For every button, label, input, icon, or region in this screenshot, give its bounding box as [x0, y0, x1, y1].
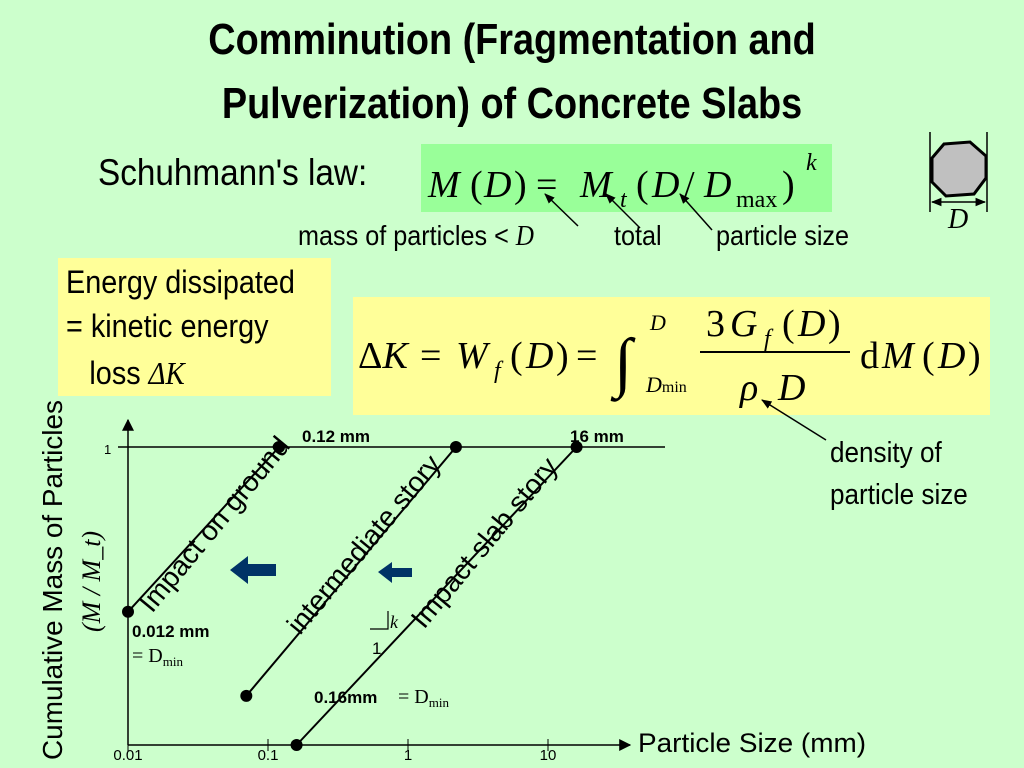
svg-text:D: D	[777, 367, 805, 409]
svg-text:): )	[514, 164, 527, 206]
svg-text:): )	[828, 303, 841, 345]
y-axis-title-ratio: (M / M_t)	[77, 531, 106, 632]
series-point-1-0	[240, 689, 253, 702]
slope-1-label: 1	[372, 639, 381, 658]
density-label: density of particle size	[830, 432, 968, 516]
svg-text:G: G	[730, 303, 757, 345]
svg-text:M: M	[881, 335, 916, 377]
annotation-dmin-2: = Dmin	[398, 686, 449, 710]
cumulative-mass-chart	[118, 418, 665, 751]
svg-text:ΔK: ΔK	[358, 335, 409, 377]
energy-line-1: Energy dissipated	[66, 264, 295, 300]
annotation-0-12mm: 0.12 mm	[302, 427, 370, 446]
svg-text:f: f	[764, 326, 774, 352]
series-point-2-0	[290, 739, 303, 751]
mass-label: mass of particles < D	[298, 220, 534, 252]
particle-size-label: particle size	[716, 220, 850, 251]
y-axis-title: Cumulative Mass of Particles	[37, 400, 68, 760]
svg-text:D: D	[651, 164, 679, 206]
title-line-1: Comminution (Fragmentation and	[208, 15, 816, 64]
svg-text:D: D	[703, 164, 731, 206]
svg-text:Dmin: Dmin	[645, 372, 687, 397]
svg-text:W: W	[456, 335, 491, 377]
law-formula: M ( D ) = M t ( D / D max ) k	[427, 150, 817, 213]
series-line-1	[245, 446, 457, 697]
svg-text:D: D	[937, 335, 965, 377]
y-tick-label-1: 1	[104, 442, 111, 457]
x-axis-title: Particle Size (mm)	[638, 728, 866, 758]
annotation-16mm: 16 mm	[570, 427, 624, 446]
svg-text:M: M	[579, 164, 614, 206]
annotation-dmin-1: = Dmin	[132, 645, 183, 669]
series-point-0-0	[122, 605, 134, 618]
svg-text:(: (	[922, 335, 935, 377]
x-tick-label-10: 10	[540, 747, 557, 764]
energy-line-3: loss ΔK	[89, 355, 185, 391]
energy-box	[58, 258, 331, 396]
energy-formula: ΔK = W f ( D ) = ∫ D Dmin 3 G f ( D ) ρ …	[358, 303, 981, 409]
series-point-2-1	[570, 441, 583, 453]
svg-text:D: D	[797, 303, 825, 345]
shift-left-arrow-large	[230, 556, 276, 584]
series-line-0	[127, 446, 280, 613]
svg-text:=: =	[536, 164, 557, 206]
x-tick-label-1: 1	[404, 747, 412, 764]
svg-text:M: M	[427, 164, 462, 206]
total-arrow	[605, 193, 641, 229]
svg-text:(: (	[782, 303, 795, 345]
series-label-impact-ground: Impact on ground	[133, 430, 296, 617]
mass-arrow	[544, 193, 579, 227]
slope-k-label: k	[390, 612, 399, 632]
density-arrow	[761, 399, 827, 441]
x-tick-label-0.1: 0.1	[258, 747, 279, 764]
series-line-2	[295, 446, 578, 746]
svg-text:/: /	[684, 164, 695, 206]
svg-text:=: =	[576, 335, 597, 377]
law-label: Schuhmann's law:	[98, 152, 368, 193]
svg-text:k: k	[806, 150, 817, 176]
energy-text: Energy dissipated = kinetic energy loss …	[66, 260, 320, 398]
svg-text:d: d	[860, 335, 879, 377]
slide-title: Comminution (Fragmentation and Pulveriza…	[72, 8, 953, 136]
law-formula-highlight	[421, 144, 832, 212]
svg-text:3: 3	[706, 303, 725, 345]
svg-text:(: (	[470, 164, 483, 206]
svg-text:): )	[782, 164, 795, 206]
svg-text:f: f	[494, 358, 504, 384]
slope-triangle	[370, 611, 389, 630]
svg-text:D: D	[525, 335, 553, 377]
title-line-2: Pulverization) of Concrete Slabs	[221, 79, 803, 128]
svg-text:(: (	[636, 164, 649, 206]
x-tick-label-0.01: 0.01	[113, 747, 142, 764]
svg-text:D: D	[649, 310, 666, 335]
particle-size-arrow	[679, 193, 713, 231]
svg-text:ρ: ρ	[739, 367, 758, 409]
particle-icon	[929, 132, 988, 212]
svg-text:∫: ∫	[610, 326, 636, 402]
svg-text:t: t	[620, 187, 628, 213]
svg-text:=: =	[420, 335, 441, 377]
svg-text:D: D	[483, 164, 511, 206]
annotation-0-16mm: 0.16mm	[314, 688, 377, 707]
density-line-2: particle size	[830, 479, 968, 511]
series-point-0-1	[273, 441, 286, 453]
svg-text:): )	[556, 335, 569, 377]
series-point-1-1	[449, 441, 462, 453]
svg-text:(: (	[510, 335, 523, 377]
svg-text:max: max	[736, 187, 777, 213]
shift-left-arrow-small	[378, 562, 412, 583]
particle-d-label: D	[947, 204, 968, 235]
density-line-1: density of	[830, 437, 942, 469]
energy-formula-highlight	[353, 297, 990, 415]
annotation-0-012mm: 0.012 mm	[132, 622, 210, 641]
energy-line-2: = kinetic energy	[66, 308, 269, 344]
svg-text:): )	[968, 335, 981, 377]
